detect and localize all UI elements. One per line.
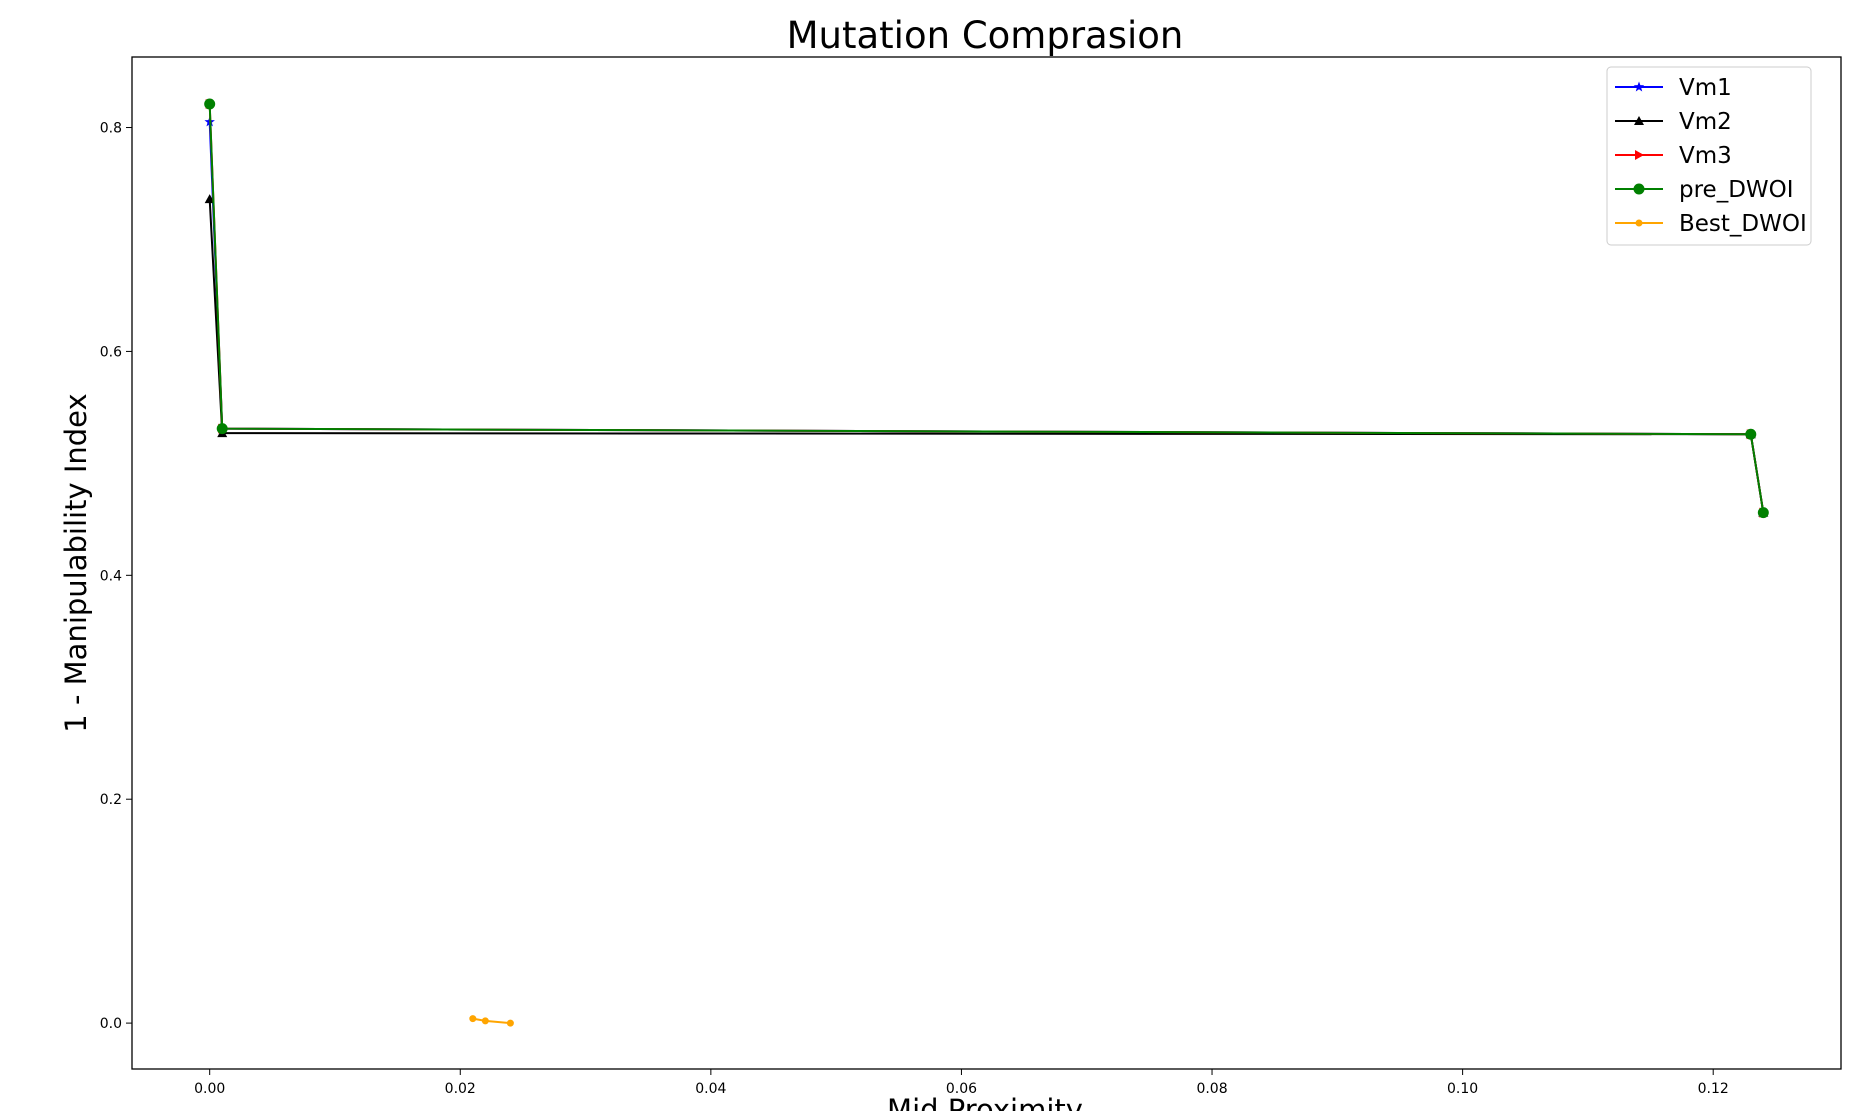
- series-vm1: [204, 116, 1769, 518]
- series-line-best-dwoi: [472, 1017, 511, 1025]
- legend-item-vm2: Vm2: [1615, 109, 1732, 135]
- legend-item-pre-dwoi: pre_DWOI: [1615, 177, 1794, 203]
- plot-area: [131, 56, 1842, 1070]
- series-best-dwoi: [469, 1015, 514, 1027]
- series-line-vm2: [208, 199, 1765, 513]
- data-point-best-dwoi: [481, 1017, 489, 1025]
- x-axis: 0.00 0.02 0.04 0.06 0.08 0.10 0.12: [194, 1069, 1729, 1097]
- y-axis-label: 1 - Manipulability Index: [59, 393, 93, 732]
- legend-marker-vm2: [1634, 116, 1644, 125]
- series-line-vm1: [208, 121, 1765, 513]
- x-tick-label: 0.00: [194, 1081, 225, 1097]
- legend-item-vm3: Vm3: [1615, 143, 1732, 169]
- data-point-pre-dwoi: [216, 423, 228, 435]
- chart-title: Mutation Comprasion: [787, 14, 1184, 57]
- series-pre-dwoi: [204, 98, 1769, 519]
- x-tick-label: 0.12: [1698, 1081, 1729, 1097]
- data-point-pre-dwoi: [1757, 507, 1769, 519]
- legend-label-vm2: Vm2: [1679, 109, 1732, 135]
- legend-label-pre-dwoi: pre_DWOI: [1679, 177, 1794, 203]
- legend-marker-pre-dwoi: [1633, 183, 1645, 195]
- series-vm3: [205, 99, 1769, 518]
- y-axis: 0.0 0.2 0.4 0.6 0.8: [100, 121, 132, 1032]
- series-vm2: [204, 194, 1769, 517]
- legend-label-vm3: Vm3: [1679, 143, 1732, 169]
- x-axis-label: Mid Proximity: [887, 1093, 1083, 1111]
- legend-item-vm1: Vm1: [1615, 75, 1732, 101]
- legend: Vm1 Vm2 Vm3 pre_DWOI Best_DWOI: [1606, 66, 1812, 246]
- y-tick-label: 0.4: [100, 568, 122, 584]
- legend-marker-vm3: [1635, 150, 1644, 160]
- legend-marker-best-dwoi: [1635, 219, 1643, 227]
- data-point-best-dwoi: [469, 1015, 477, 1023]
- legend-label-vm1: Vm1: [1679, 75, 1732, 101]
- data-point-best-dwoi: [506, 1019, 514, 1027]
- x-tick-label: 0.08: [1196, 1081, 1227, 1097]
- x-tick-label: 0.02: [445, 1081, 476, 1097]
- x-tick-label: 0.06: [946, 1081, 977, 1097]
- data-point-vm2: [204, 194, 215, 204]
- series-line-vm3: [208, 103, 1765, 513]
- legend-label-best-dwoi: Best_DWOI: [1679, 211, 1807, 237]
- y-tick-label: 0.0: [100, 1016, 122, 1032]
- legend-box: [1606, 66, 1812, 246]
- plot-frame: [131, 56, 1842, 1070]
- series-layer: [204, 98, 1769, 1027]
- data-point-pre-dwoi: [204, 98, 216, 110]
- y-tick-label: 0.6: [100, 344, 122, 360]
- x-tick-label: 0.10: [1447, 1081, 1478, 1097]
- data-point-pre-dwoi: [1745, 428, 1757, 440]
- y-tick-label: 0.8: [100, 121, 122, 137]
- series-line-pre-dwoi: [208, 103, 1765, 513]
- legend-item-best-dwoi: Best_DWOI: [1615, 211, 1807, 237]
- x-tick-label: 0.04: [695, 1081, 726, 1097]
- y-tick-label: 0.2: [100, 792, 122, 808]
- legend-marker-vm1: [1633, 81, 1645, 92]
